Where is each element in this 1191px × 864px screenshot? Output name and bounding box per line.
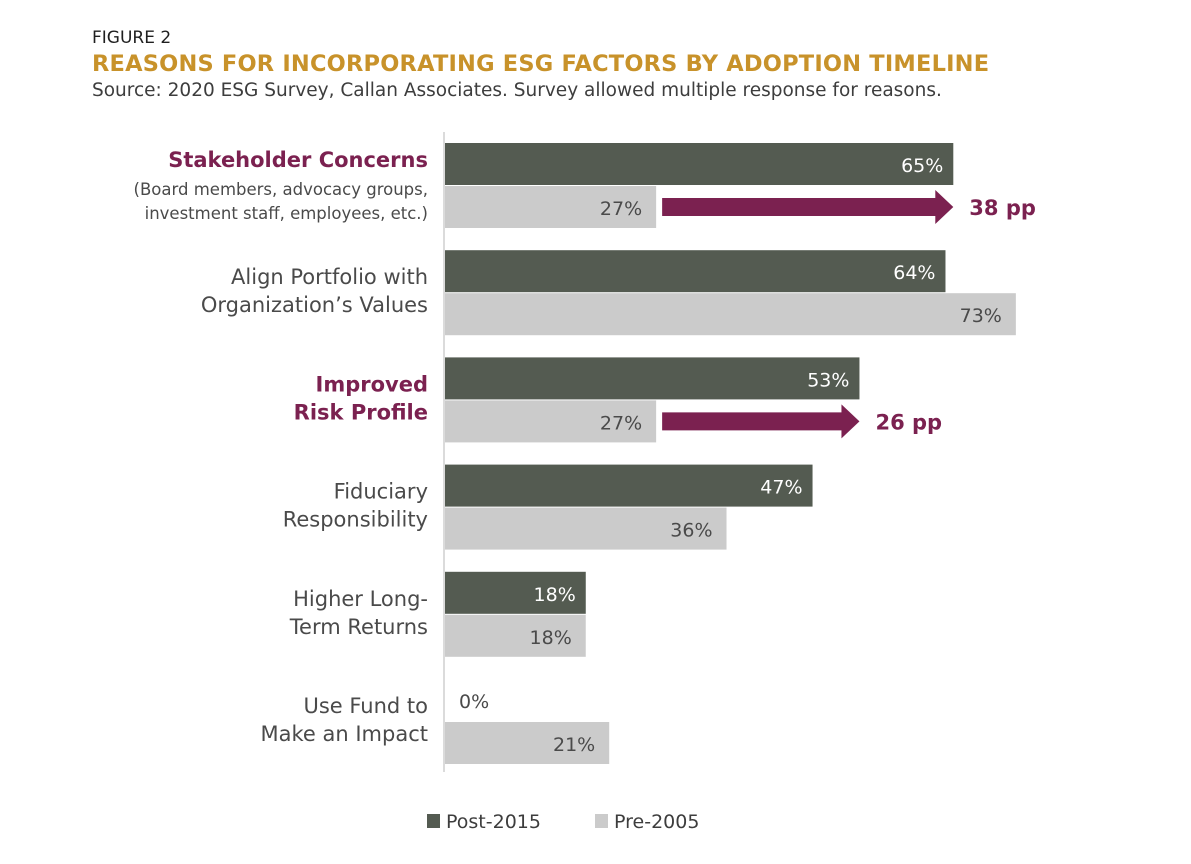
bar-post-2015	[445, 464, 813, 507]
category-label: (Board members, advocacy groups,	[134, 180, 428, 199]
category-label: Make an Impact	[261, 722, 428, 746]
bar-pre-2005	[445, 614, 586, 657]
bar-post-2015	[445, 571, 586, 614]
category-label: Higher Long-	[293, 587, 428, 611]
bar-pre-2005	[445, 722, 610, 764]
category-label: Use Fund to	[303, 694, 428, 718]
bar-pre-2005	[445, 186, 657, 228]
data-label-post-2015: 65%	[901, 155, 943, 177]
legend-label-post-2015: Post-2015	[446, 811, 541, 833]
category-label: Risk Profile	[294, 400, 428, 424]
data-label-pre-2005: 36%	[670, 520, 712, 542]
bar-post-2015	[445, 250, 946, 293]
bar-pre-2005	[445, 507, 727, 550]
data-label-post-2015: 47%	[760, 477, 802, 499]
category-label: Improved	[316, 372, 428, 396]
data-label-post-2015: 64%	[893, 262, 935, 284]
difference-arrow	[662, 404, 860, 439]
category-label: Term Returns	[289, 615, 428, 639]
chart-title: REASONS FOR INCORPORATING ESG FACTORS BY…	[92, 51, 990, 77]
chart-subtitle: Source: 2020 ESG Survey, Callan Associat…	[92, 80, 942, 101]
difference-label: 26 pp	[875, 410, 942, 434]
data-label-post-2015: 18%	[534, 584, 576, 606]
legend-swatch-pre-2005	[595, 814, 608, 828]
data-label-pre-2005: 27%	[600, 412, 642, 434]
difference-label: 38 pp	[969, 196, 1036, 220]
category-label: Stakeholder Concerns	[168, 148, 428, 172]
category-label: Organization’s Values	[201, 293, 428, 317]
data-label-post-2015: 0%	[459, 691, 489, 713]
legend-swatch-post-2015	[427, 814, 440, 828]
bar-post-2015	[445, 143, 954, 185]
data-label-pre-2005: 27%	[600, 198, 642, 220]
difference-arrow	[662, 190, 954, 224]
category-label: investment staff, employees, etc.)	[145, 204, 428, 223]
category-label: Align Portfolio with	[231, 265, 428, 289]
data-label-pre-2005: 21%	[553, 734, 595, 756]
category-label: Responsibility	[283, 508, 428, 532]
bar-pre-2005	[445, 293, 1016, 336]
legend-label-pre-2005: Pre-2005	[614, 811, 699, 833]
data-label-pre-2005: 18%	[530, 627, 572, 649]
category-label: Fiduciary	[334, 480, 428, 504]
data-label-pre-2005: 73%	[960, 305, 1002, 327]
bar-pre-2005	[445, 400, 657, 443]
figure-label: FIGURE 2	[92, 28, 172, 48]
bar-post-2015	[445, 357, 860, 400]
data-label-post-2015: 53%	[807, 369, 849, 391]
